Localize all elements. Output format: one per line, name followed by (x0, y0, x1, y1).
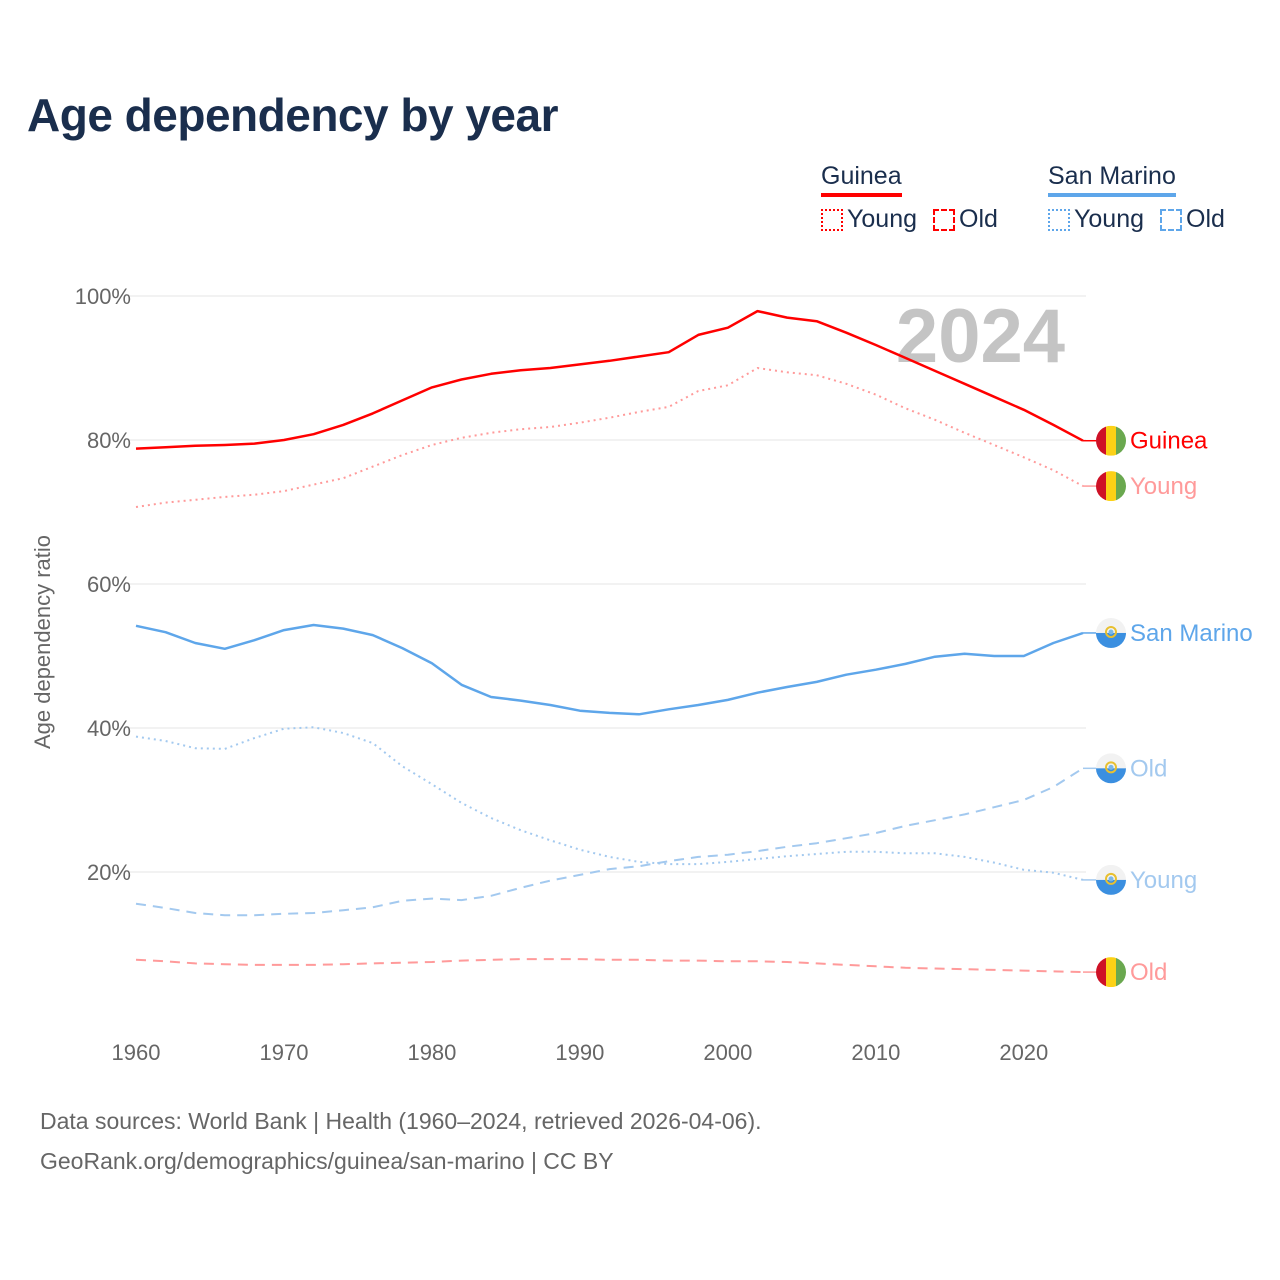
flag-emblem (1108, 629, 1114, 635)
dashed-swatch-icon (933, 208, 955, 231)
legend-group-san-marino: San Marino Young Old (1048, 162, 1225, 234)
flag-stripe (1116, 425, 1126, 456)
dotted-swatch-icon (1048, 208, 1070, 231)
end-label: Guinea (1130, 428, 1208, 455)
flag-stripe (1106, 471, 1116, 502)
series-line-san-marino-old (135, 767, 1084, 917)
flag-stripe (1096, 957, 1106, 988)
x-tick-label: 2020 (999, 1040, 1048, 1065)
guinea-flag-icon (1096, 471, 1126, 502)
chart-title: Age dependency by year (27, 89, 558, 141)
x-tick-label: 1990 (555, 1040, 604, 1065)
series-line-guinea-young (135, 367, 1084, 508)
flag-emblem (1105, 761, 1117, 774)
x-tick-label: 1970 (259, 1040, 308, 1065)
y-tick-label: 80% (87, 428, 131, 453)
flag-stripe (1096, 768, 1126, 784)
san-marino-flag-icon (1096, 753, 1126, 784)
legend-san-marino-label[interactable]: San Marino (1048, 162, 1176, 197)
flag-emblem (1108, 764, 1114, 770)
x-tick-label: 1960 (112, 1040, 161, 1065)
end-label: Young (1130, 867, 1197, 894)
legend-guinea-label[interactable]: Guinea (821, 162, 902, 197)
series-line-san-marino (135, 623, 1084, 716)
series-line-guinea-old (135, 958, 1084, 974)
y-tick-label: 20% (87, 860, 131, 885)
series-line-guinea (135, 309, 1084, 450)
legend-guinea-old[interactable]: Old (933, 205, 998, 234)
series-line-san-marino-young (135, 726, 1084, 881)
flag-stripe (1096, 425, 1106, 456)
end-label: Old (1130, 959, 1167, 986)
flag-stripe (1096, 879, 1126, 895)
legend-label: Young (1074, 205, 1144, 233)
flag-stripe (1096, 617, 1126, 633)
legend-group-guinea: Guinea Young Old (821, 162, 998, 234)
flag-emblem (1105, 872, 1117, 885)
flag-stripe (1106, 957, 1116, 988)
flag-stripe (1096, 632, 1126, 648)
flag-emblem (1108, 876, 1114, 882)
x-tick-label: 2000 (703, 1040, 752, 1065)
san-marino-flag-icon (1096, 864, 1126, 895)
flag-stripe (1096, 864, 1126, 880)
flag-stripe (1116, 957, 1126, 988)
footer-link[interactable]: GeoRank.org/demographics/guinea/san-mari… (40, 1148, 614, 1174)
legend-label: Old (1186, 205, 1225, 233)
legend-label: Old (959, 205, 998, 233)
flag-stripe (1096, 753, 1126, 769)
flag-stripe (1116, 471, 1126, 502)
guinea-flag-icon (1096, 425, 1126, 456)
legend-label: Young (847, 205, 917, 233)
san-marino-flag-icon (1096, 617, 1126, 648)
y-tick-label: 60% (87, 572, 131, 597)
year-watermark: 2024 (896, 294, 1065, 379)
dashed-swatch-icon (1160, 208, 1182, 231)
end-label: San Marino (1130, 620, 1253, 647)
x-tick-label: 2010 (851, 1040, 900, 1065)
legend-san-marino-old[interactable]: Old (1160, 205, 1225, 234)
y-axis-label: Age dependency ratio (30, 535, 55, 749)
y-tick-label: 40% (87, 716, 131, 741)
x-tick-label: 1980 (407, 1040, 456, 1065)
dotted-swatch-icon (821, 208, 843, 231)
legend-guinea-young[interactable]: Young (821, 205, 917, 234)
y-tick-label: 100% (75, 284, 131, 309)
flag-stripe (1096, 471, 1106, 502)
guinea-flag-icon (1096, 957, 1126, 988)
flag-emblem (1105, 625, 1117, 638)
footer-sources: Data sources: World Bank | Health (1960–… (40, 1108, 762, 1134)
legend-san-marino-young[interactable]: Young (1048, 205, 1144, 234)
flag-stripe (1106, 425, 1116, 456)
end-label: Young (1130, 473, 1197, 500)
end-label: Old (1130, 755, 1167, 782)
